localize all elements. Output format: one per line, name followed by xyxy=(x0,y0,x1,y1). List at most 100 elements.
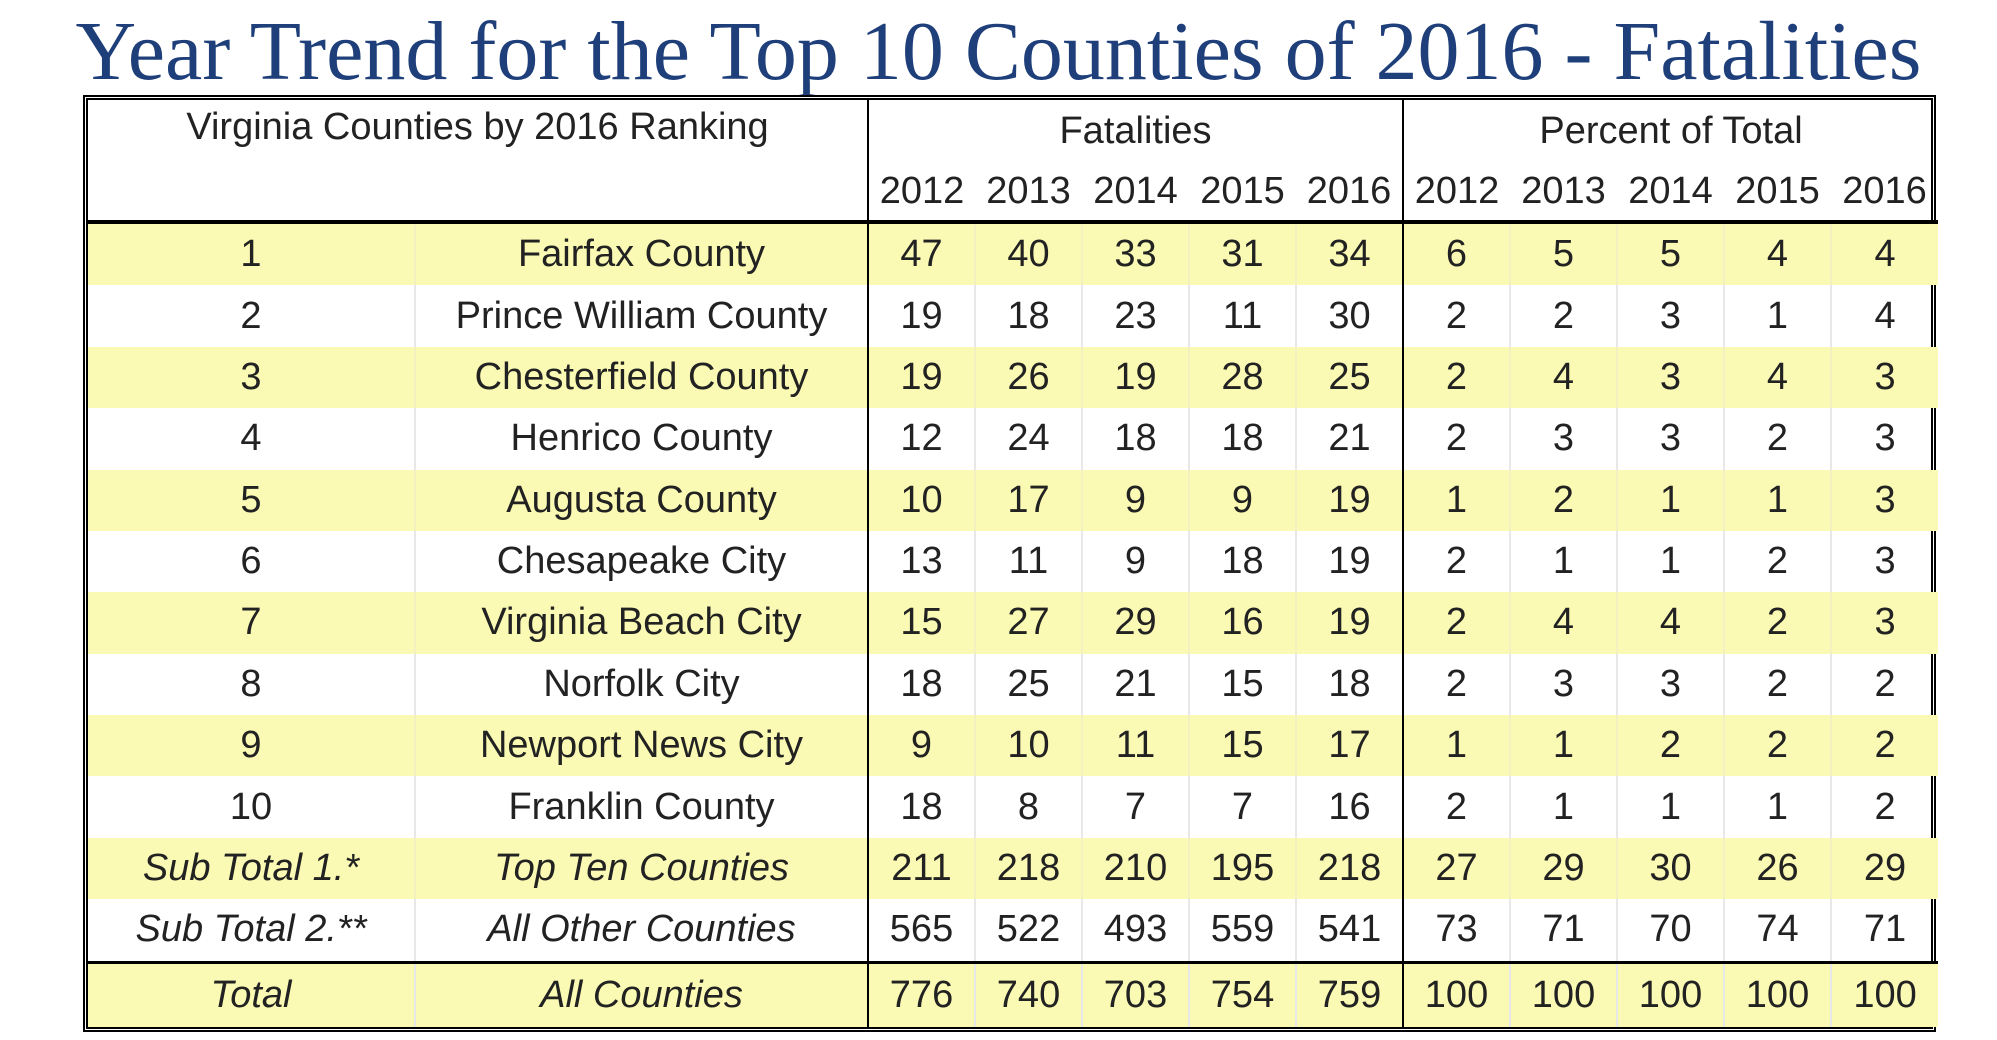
fatalities-cell: 24 xyxy=(974,408,1082,470)
table-row: 6 Chesapeake City 13 11 9 18 19 2 1 1 2 3 xyxy=(88,530,1939,593)
percent-cell: 1 xyxy=(1723,285,1831,347)
fatalities-cell: 31 xyxy=(1188,222,1296,286)
year-header: 2015 xyxy=(1724,162,1831,224)
percent-cell: 3 xyxy=(1616,346,1724,409)
year-header: 2013 xyxy=(1510,162,1617,224)
percent-cell: 6 xyxy=(1402,222,1510,286)
fatalities-cell: 34 xyxy=(1295,222,1403,286)
fatalities-cell: 47 xyxy=(867,222,975,286)
county-name-cell: Norfolk City xyxy=(414,653,868,716)
fatalities-cell: 10 xyxy=(974,715,1082,777)
rank-cell: Sub Total 1.* xyxy=(88,837,415,900)
fatalities-cell: 18 xyxy=(867,776,975,838)
fatalities-cell: 21 xyxy=(1295,408,1403,470)
fatalities-cell: 17 xyxy=(1295,715,1403,777)
fatalities-cell: 210 xyxy=(1081,837,1189,900)
percent-cell: 100 xyxy=(1616,960,1724,1027)
fatalities-cell: 7 xyxy=(1081,776,1189,838)
rank-cell: Sub Total 2.** xyxy=(135,908,367,951)
fatalities-cell: 776 xyxy=(867,960,975,1027)
percent-cell: 3 xyxy=(1616,408,1724,470)
percent-cell: 74 xyxy=(1723,899,1831,963)
table-row: 10 Franklin County 18 8 7 7 16 2 1 1 1 2 xyxy=(88,776,1939,838)
county-name-cell: Henrico County xyxy=(414,408,868,470)
rank-cell: 1 xyxy=(88,222,415,286)
fatalities-cell: 27 xyxy=(974,592,1082,654)
fatalities-cell: 19 xyxy=(1081,346,1189,409)
fatalities-cell: 9 xyxy=(1188,469,1296,531)
percent-cell: 3 xyxy=(1829,408,1939,470)
fatalities-cell: 9 xyxy=(1081,469,1189,531)
percent-cell: 2 xyxy=(1723,408,1831,470)
year-header: 2016 xyxy=(1831,162,1939,224)
fatalities-cell: 195 xyxy=(1188,837,1296,900)
percent-cell: 100 xyxy=(1829,960,1939,1027)
percent-cell: 2 xyxy=(1829,776,1939,838)
percent-cell: 71 xyxy=(1829,899,1939,963)
percent-cell: 71 xyxy=(1509,899,1617,963)
percent-cell: 1 xyxy=(1616,469,1724,531)
fatalities-cell: 19 xyxy=(1295,530,1403,593)
county-name-cell: Prince William County xyxy=(414,285,868,347)
fatalities-cell: 11 xyxy=(1188,285,1296,347)
percent-cell: 2 xyxy=(1402,408,1510,470)
table-row: 4 Henrico County 12 24 18 18 21 2 3 3 2 3 xyxy=(88,408,1939,470)
fatalities-cell: 18 xyxy=(867,653,975,716)
fatalities-cell: 754 xyxy=(1188,960,1296,1027)
year-header: 2014 xyxy=(1082,162,1189,224)
percent-cell: 5 xyxy=(1509,222,1617,286)
fatalities-cell: 19 xyxy=(867,285,975,347)
percent-cell: 1 xyxy=(1616,776,1724,838)
fatalities-cell: 522 xyxy=(974,899,1082,963)
fatalities-cell: 19 xyxy=(867,346,975,409)
fatalities-cell: 16 xyxy=(1295,776,1403,838)
fatalities-cell: 11 xyxy=(974,530,1082,593)
fatalities-cell: 19 xyxy=(1295,469,1403,531)
year-header: 2012 xyxy=(867,162,975,224)
percent-cell: 3 xyxy=(1616,653,1724,716)
header-fatalities: Fatalities xyxy=(867,100,1403,162)
fatalities-cell: 23 xyxy=(1081,285,1189,347)
rank-cell: 9 xyxy=(88,715,415,777)
county-name-cell: Virginia Beach City xyxy=(414,592,868,654)
percent-cell: 1 xyxy=(1509,776,1617,838)
year-header: 2015 xyxy=(1189,162,1296,224)
percent-cell: 3 xyxy=(1509,653,1617,716)
fatalities-cell: 541 xyxy=(1295,899,1403,963)
percent-cell: 1 xyxy=(1402,715,1510,777)
percent-cell: 3 xyxy=(1829,469,1939,531)
percent-cell: 4 xyxy=(1509,592,1617,654)
percent-cell: 2 xyxy=(1402,530,1510,593)
fatalities-cell: 12 xyxy=(867,408,975,470)
percent-cell: 2 xyxy=(1723,653,1831,716)
percent-cell: 2 xyxy=(1402,776,1510,838)
percent-cell: 2 xyxy=(1829,715,1939,777)
fatalities-cell: 33 xyxy=(1081,222,1189,286)
percent-cell: 2 xyxy=(1723,715,1831,777)
percent-cell: 2 xyxy=(1509,469,1617,531)
year-header: 2012 xyxy=(1402,162,1510,224)
rank-cell: 6 xyxy=(240,540,262,583)
percent-cell: 73 xyxy=(1402,899,1510,963)
percent-cell: 4 xyxy=(1723,346,1831,409)
fatalities-cell: 703 xyxy=(1081,960,1189,1027)
header-label: Virginia Counties by 2016 Ranking xyxy=(88,100,868,224)
fatalities-cell: 29 xyxy=(1081,592,1189,654)
fatalities-cell: 740 xyxy=(974,960,1082,1027)
table-row: Total All Counties 776 740 703 754 759 100 100 10… xyxy=(88,960,1939,1027)
fatalities-cell: 559 xyxy=(1188,899,1296,963)
percent-cell: 2 xyxy=(1723,530,1831,593)
county-name-cell: All Other Counties xyxy=(414,899,868,963)
rank-cell: 7 xyxy=(88,592,415,654)
table-row: 9 Newport News City 9 10 11 15 17 1 1 2 2 2 xyxy=(88,715,1939,777)
page-title: Year Trend for the Top 10 Counties of 20… xyxy=(75,5,1922,98)
fatalities-cell: 26 xyxy=(974,346,1082,409)
fatalities-cell: 15 xyxy=(867,592,975,654)
percent-cell: 4 xyxy=(1509,346,1617,409)
fatalities-table: Virginia Counties by 2016 Ranking Fatali… xyxy=(88,100,1939,1027)
percent-cell: 3 xyxy=(1829,530,1939,593)
percent-cell: 2 xyxy=(1509,285,1617,347)
percent-cell: 29 xyxy=(1509,837,1617,900)
fatalities-cell: 25 xyxy=(1295,346,1403,409)
fatalities-cell: 493 xyxy=(1081,899,1189,963)
